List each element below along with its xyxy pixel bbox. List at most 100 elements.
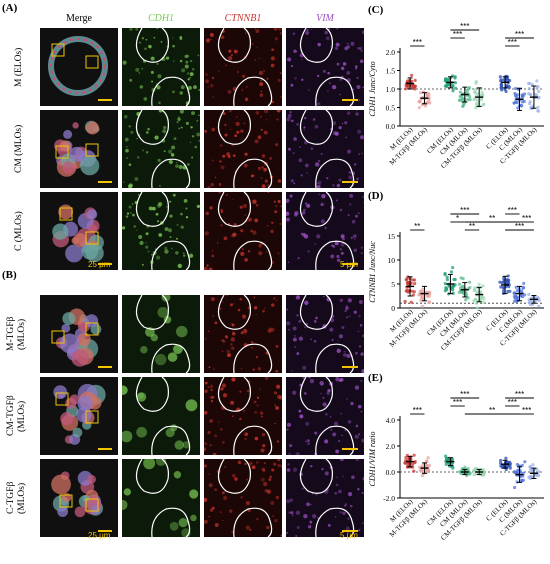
data-point — [535, 79, 539, 83]
data-point — [468, 280, 472, 284]
data-point — [500, 464, 505, 468]
significance-label: ** — [489, 406, 495, 415]
micrograph-r5-merge — [40, 377, 118, 455]
micrograph-r5-vim — [286, 377, 364, 455]
significance-label: *** — [460, 22, 469, 31]
micrograph-r1-vim — [286, 28, 364, 106]
data-point — [480, 91, 484, 95]
data-point — [460, 284, 465, 288]
panel-label-d: (D) — [368, 190, 384, 202]
data-point — [451, 291, 455, 295]
data-point — [413, 84, 417, 89]
data-point — [521, 94, 525, 98]
data-point — [500, 88, 504, 92]
data-point — [508, 466, 512, 470]
y-tick-label: -2.0 — [383, 494, 395, 503]
data-point — [451, 466, 455, 470]
micrograph-r4-vim — [286, 295, 364, 373]
data-point — [512, 101, 516, 105]
y-axis-label: CDH1 Junc/Cyto — [368, 61, 377, 116]
panel-label-e: (E) — [368, 372, 383, 384]
micrograph-r6-cdh1 — [122, 459, 200, 537]
significance-label: *** — [413, 406, 422, 415]
data-point — [464, 298, 468, 302]
significance-label: *** — [522, 406, 531, 415]
y-tick-label: 2.0 — [386, 48, 396, 57]
data-point — [445, 275, 449, 279]
data-point — [444, 462, 448, 466]
y-axis-label: CDH1/VIM ratio — [368, 432, 377, 487]
data-point — [536, 109, 540, 113]
data-point — [467, 86, 471, 90]
data-point — [413, 87, 417, 91]
data-point — [534, 473, 538, 477]
data-point — [506, 78, 510, 82]
data-point — [419, 91, 423, 95]
data-point — [536, 105, 540, 109]
data-point — [445, 278, 449, 282]
y-tick-label: 1.0 — [386, 85, 396, 94]
significance-label: ** — [489, 214, 495, 223]
data-point — [514, 285, 518, 289]
data-point — [412, 469, 416, 473]
data-point — [428, 300, 432, 304]
data-point — [423, 104, 428, 108]
data-point — [413, 78, 417, 82]
data-point — [472, 468, 476, 472]
data-point — [466, 98, 470, 102]
data-point — [498, 75, 502, 79]
y-axis-label: CTNNB1 Junc/Nuc — [368, 241, 377, 303]
data-point — [428, 101, 432, 105]
data-point — [421, 294, 425, 299]
data-point — [417, 100, 421, 104]
data-point — [460, 97, 464, 102]
panel-label-b: (B) — [2, 269, 17, 281]
scale-label-a-zoom: 5 μm — [340, 260, 358, 269]
significance-label: *** — [522, 214, 531, 223]
data-point — [411, 83, 415, 87]
data-point — [477, 282, 481, 286]
data-point — [426, 91, 430, 95]
data-point — [412, 290, 416, 294]
data-point — [451, 84, 455, 88]
row-label-a-1: M (ELOs) — [14, 47, 24, 87]
micrograph-r6-ctnnb1 — [204, 459, 282, 537]
data-point — [449, 270, 454, 274]
data-point — [405, 277, 409, 281]
significance-label: *** — [515, 390, 524, 399]
data-point — [472, 288, 476, 292]
data-point — [482, 471, 486, 475]
data-point — [508, 460, 512, 464]
significance-label: *** — [508, 398, 517, 407]
row-label-b-2: CM-TGFβ (MLOs) — [6, 395, 27, 437]
data-point — [450, 461, 454, 465]
data-point — [444, 286, 448, 290]
data-point — [507, 85, 512, 89]
data-point — [499, 83, 503, 87]
data-point — [463, 465, 467, 469]
data-point — [474, 87, 478, 92]
data-point — [515, 93, 520, 97]
data-point — [404, 87, 408, 91]
data-point — [529, 467, 533, 472]
data-point — [481, 300, 486, 304]
y-tick-label: 5 — [391, 280, 395, 289]
data-point — [453, 81, 458, 85]
significance-label: *** — [460, 206, 469, 215]
data-point — [458, 90, 463, 94]
data-point — [527, 87, 531, 91]
data-point — [513, 485, 517, 490]
data-point — [428, 292, 432, 296]
data-point — [420, 304, 424, 309]
panel-label-a: (A) — [2, 2, 18, 14]
data-point — [405, 288, 409, 292]
significance-label: *** — [508, 38, 517, 47]
data-point — [453, 86, 458, 90]
data-point — [404, 83, 408, 88]
data-point — [413, 459, 417, 464]
data-point — [473, 297, 478, 301]
data-point — [453, 277, 457, 282]
data-point — [513, 91, 517, 96]
micrograph-r2-ctnnb1 — [204, 110, 282, 188]
